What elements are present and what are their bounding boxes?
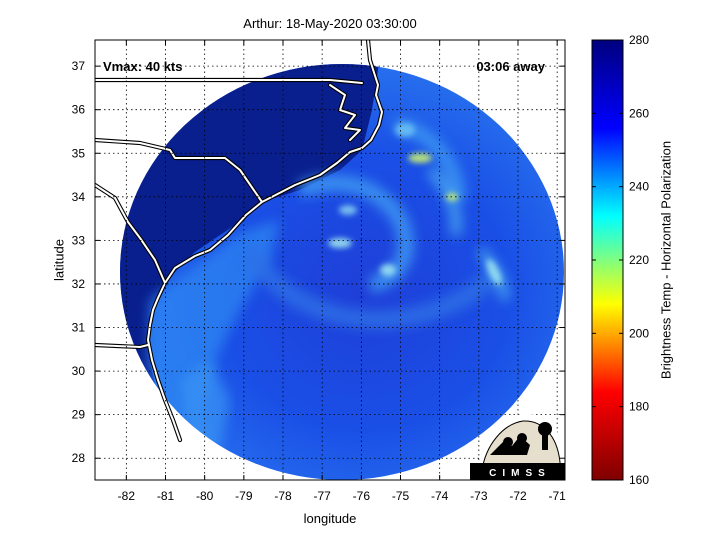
x-tick-label: -75 [392, 489, 410, 503]
y-axis-label: latitude [51, 239, 67, 281]
colorbar-ticks: 160 180 200 220 240 260 280 [592, 33, 649, 487]
map-area: Vmax: 40 kts 03:06 away CIMSS [95, 40, 565, 480]
colorbar-tick-label: 220 [629, 253, 649, 267]
colorbar-tick-label: 260 [629, 106, 649, 120]
colorbar-tick-label: 180 [629, 400, 649, 414]
x-tick-label: -72 [509, 489, 527, 503]
cimss-logo: CIMSS [470, 413, 565, 480]
x-tick-label: -73 [470, 489, 488, 503]
colorbar [591, 39, 624, 481]
y-tick-label: 35 [72, 146, 86, 160]
map-frame [94, 39, 566, 481]
y-tick-label: 28 [72, 451, 86, 465]
x-axis-label: longitude [303, 511, 357, 526]
colorbar-tick-label: 200 [629, 326, 649, 340]
y-tick-label: 36 [72, 103, 86, 117]
x-tick-label: -71 [548, 489, 566, 503]
y-tick-label: 34 [72, 190, 86, 204]
x-tick-label: -77 [313, 489, 331, 503]
y-tick-label: 32 [72, 277, 86, 291]
colorbar-tick-label: 280 [629, 33, 649, 47]
logo-lettering: CIMSS [489, 468, 551, 479]
vmax-label: Vmax: 40 kts [103, 59, 183, 74]
y-tick-label: 31 [72, 321, 86, 335]
x-tick-label: -76 [353, 489, 371, 503]
map-grid [95, 40, 565, 480]
colorbar-label: Brightness Temp - Horizontal Polarizatio… [658, 140, 674, 380]
y-tick-label: 30 [72, 364, 86, 378]
x-tick-label: -80 [196, 489, 214, 503]
coastline-borders [95, 40, 385, 443]
colorbar-tick-label: 160 [629, 473, 649, 487]
y-axis-ticks: 28 29 30 31 32 33 34 35 36 37 [72, 59, 565, 465]
x-tick-label: -81 [157, 489, 175, 503]
x-tick-label: -79 [235, 489, 253, 503]
map-title: Arthur: 18-May-2020 03:30:00 [243, 16, 417, 31]
x-tick-label: -74 [431, 489, 449, 503]
y-tick-label: 29 [72, 408, 86, 422]
y-tick-label: 37 [72, 59, 86, 73]
y-tick-label: 33 [72, 233, 86, 247]
x-tick-label: -82 [118, 489, 136, 503]
x-axis-ticks: -82 -81 -80 -79 -78 -77 -76 -75 -74 -73 -72 -71 [118, 40, 566, 503]
colorbar-tick-label: 240 [629, 180, 649, 194]
x-tick-label: -78 [274, 489, 292, 503]
time-away-label: 03:06 away [476, 59, 545, 74]
